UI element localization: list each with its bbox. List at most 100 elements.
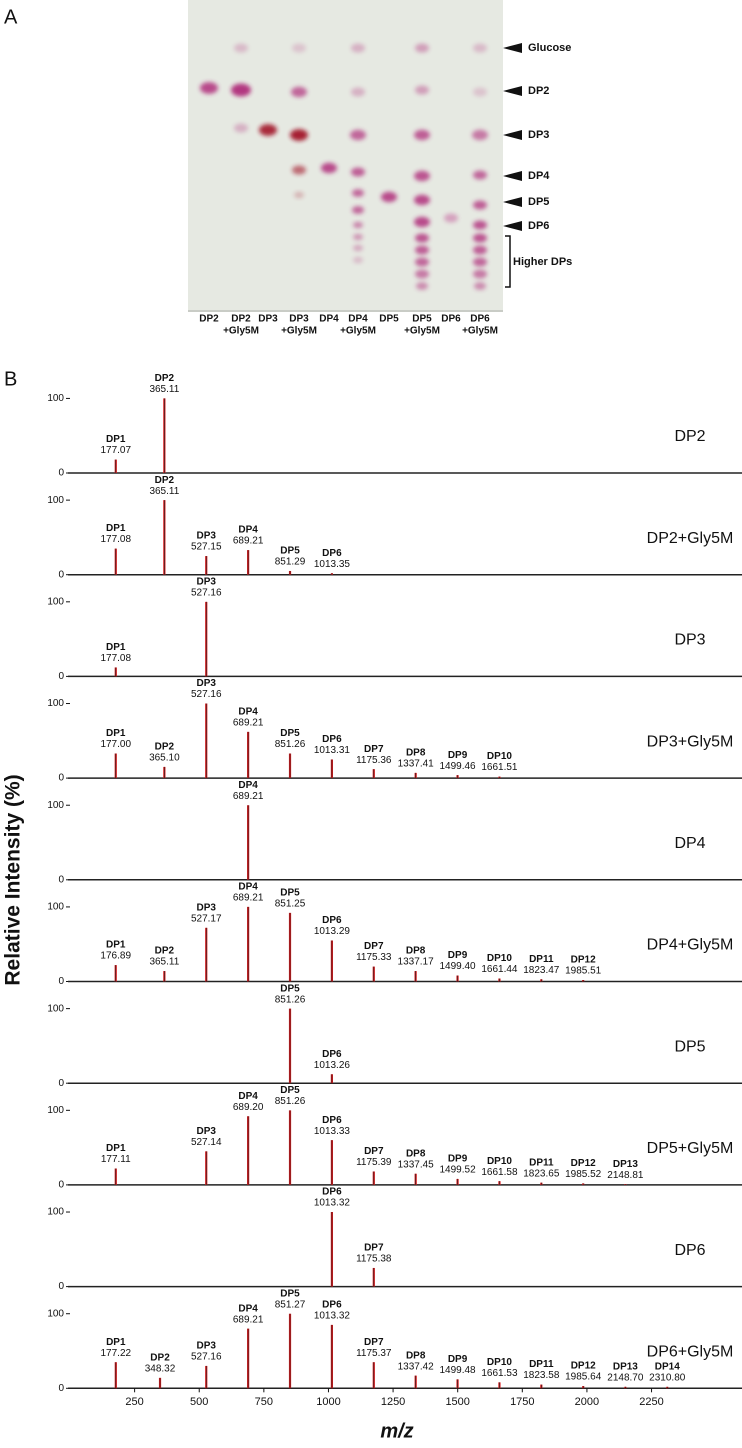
tlc-spot <box>473 43 487 53</box>
x-tick-label: 1750 <box>510 1396 534 1408</box>
peak-mz: 1013.26 <box>314 1060 351 1071</box>
peak-mz: 1985.64 <box>565 1372 602 1383</box>
peak-mz: 527.15 <box>191 542 222 553</box>
peak-name: DP14 <box>655 1361 680 1372</box>
peak-name: DP10 <box>487 751 512 762</box>
peak-name: DP9 <box>448 1354 468 1365</box>
tlc-spot <box>353 256 363 264</box>
peak-name: DP4 <box>238 707 258 718</box>
peak-mz: 348.32 <box>145 1364 176 1375</box>
tlc-spot <box>474 282 486 290</box>
peak-name: DP6 <box>322 1049 342 1060</box>
peak-mz: 1499.48 <box>439 1365 476 1376</box>
peak-mz: 527.16 <box>191 689 222 700</box>
y-tick-label: 100 <box>47 902 64 913</box>
lane-label: DP5 <box>412 314 432 325</box>
y-tick-label: 0 <box>58 569 64 580</box>
peak-mz: 851.29 <box>275 557 306 568</box>
y-tick-label: 100 <box>47 1308 64 1319</box>
peak-mz: 1175.36 <box>356 755 392 766</box>
tlc-spot <box>231 83 251 97</box>
marker-label: Glucose <box>528 42 571 54</box>
y-tick-label: 0 <box>58 1180 64 1191</box>
peak-name: DP11 <box>529 1359 554 1370</box>
peak-name: DP5 <box>280 1085 300 1096</box>
peak-mz: 365.11 <box>149 384 179 395</box>
peak-name: DP2 <box>155 373 175 384</box>
lane-label: DP6 <box>470 314 490 325</box>
tlc-spot <box>473 220 487 230</box>
lane-label: DP2 <box>199 314 219 325</box>
marker-label: DP6 <box>528 220 549 232</box>
y-axis-title: Relative Intensity (%) <box>2 774 25 985</box>
tlc-spot <box>415 269 429 279</box>
panel-label: B <box>4 368 17 390</box>
tlc-spot <box>351 43 365 53</box>
x-tick-label: 2250 <box>639 1396 663 1408</box>
x-tick-label: 1000 <box>316 1396 340 1408</box>
peak-name: DP12 <box>571 1158 596 1169</box>
peak-name: DP3 <box>197 576 217 587</box>
peak-name: DP8 <box>406 748 426 759</box>
tlc-spot <box>351 87 365 97</box>
peak-name: DP12 <box>571 955 596 966</box>
tlc-spot <box>473 200 487 210</box>
tlc-spot <box>414 170 430 182</box>
x-tick-label: 1500 <box>445 1396 469 1408</box>
peak-mz: 1175.37 <box>356 1348 392 1359</box>
lane-label: DP2 <box>231 314 251 325</box>
peak-mz: 177.00 <box>100 739 131 750</box>
peak-name: DP7 <box>364 1146 384 1157</box>
peak-name: DP1 <box>106 1143 126 1154</box>
tlc-spot <box>415 233 429 243</box>
peak-mz: 689.21 <box>233 893 264 904</box>
tlc-spot <box>416 282 428 290</box>
peak-name: DP9 <box>448 750 468 761</box>
tlc-spot <box>352 206 364 214</box>
spectrum-title: DP4 <box>674 835 705 852</box>
spectrum-title: DP6 <box>674 1242 705 1259</box>
tlc-spot <box>234 43 248 53</box>
peak-mz: 1337.17 <box>398 957 435 968</box>
spectrum-title: DP2 <box>674 428 705 445</box>
tlc-spot <box>294 191 304 199</box>
y-tick-label: 0 <box>58 671 64 682</box>
peak-name: DP6 <box>322 1115 342 1126</box>
tlc-spot <box>473 245 487 255</box>
peak-mz: 851.26 <box>275 1096 306 1107</box>
peak-mz: 1661.51 <box>481 762 518 773</box>
lane-label: +Gly5M <box>462 326 498 337</box>
peak-name: DP7 <box>364 1243 384 1254</box>
tlc-spot <box>473 257 487 267</box>
peak-name: DP10 <box>487 953 512 964</box>
peak-mz: 1013.32 <box>314 1198 351 1209</box>
marker-arrow <box>503 221 522 231</box>
peak-name: DP1 <box>106 728 126 739</box>
peak-name: DP8 <box>406 946 426 957</box>
peak-mz: 177.07 <box>100 445 131 456</box>
y-tick-label: 100 <box>47 1105 64 1116</box>
peak-mz: 689.21 <box>233 791 264 802</box>
tlc-spot <box>200 82 218 94</box>
peak-name: DP6 <box>322 548 342 559</box>
peak-mz: 1661.58 <box>481 1167 518 1178</box>
peak-mz: 689.21 <box>233 1314 264 1325</box>
y-tick-label: 100 <box>47 698 64 709</box>
peak-name: DP5 <box>280 983 300 994</box>
peak-mz: 365.10 <box>149 753 180 764</box>
peak-name: DP2 <box>155 475 175 486</box>
y-tick-label: 100 <box>47 393 64 404</box>
tlc-spot <box>415 245 429 255</box>
peak-name: DP1 <box>106 434 126 445</box>
y-tick-label: 100 <box>47 1003 64 1014</box>
spectrum-title: DP3+Gly5M <box>647 733 734 750</box>
peak-name: DP13 <box>613 1159 638 1170</box>
lane-label: DP4 <box>319 314 339 325</box>
peak-name: DP11 <box>529 954 554 965</box>
peak-name: DP7 <box>364 1337 384 1348</box>
tlc-spot <box>414 216 430 228</box>
peak-mz: 1013.35 <box>314 559 351 570</box>
peak-name: DP2 <box>150 1353 170 1364</box>
tlc-spot <box>353 244 363 252</box>
